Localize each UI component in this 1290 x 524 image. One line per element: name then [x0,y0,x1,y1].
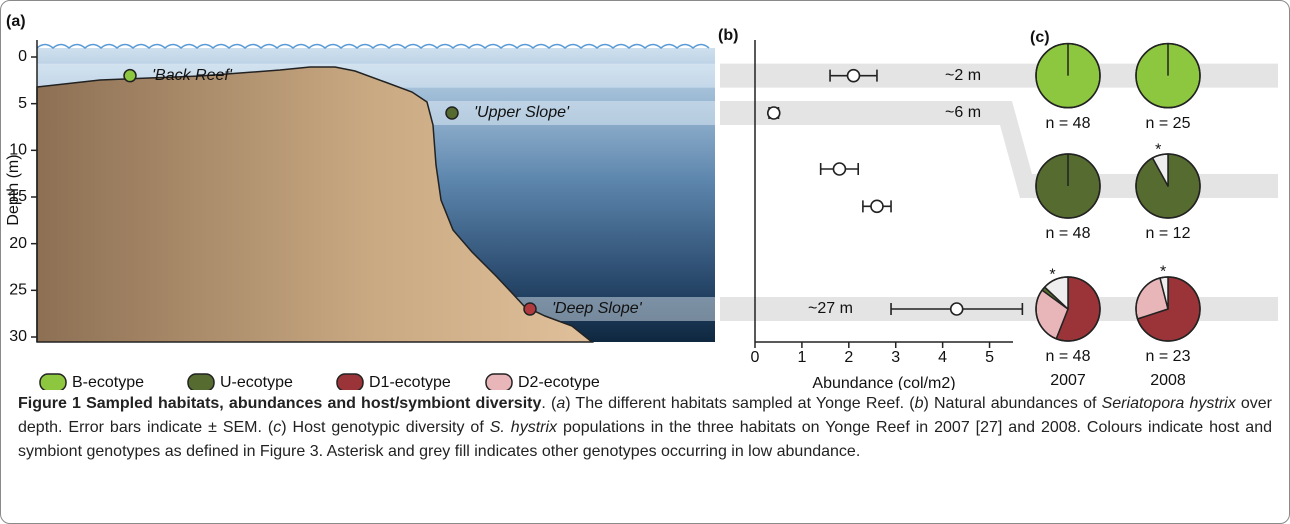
pie-n-label: n = 48 [1046,225,1091,242]
data-point [833,163,845,175]
legend-label: U-ecotype [220,374,293,390]
legend-swatch [486,374,512,390]
panel-label: (b) [718,27,738,44]
pie-n-label: n = 48 [1046,348,1091,365]
page: (a) (b) (c) Depth (m) Abundance (col/m2)… [0,0,1290,524]
data-point [871,200,883,212]
y-tick-label: 10 [9,142,27,159]
pie-n-label: n = 25 [1146,115,1191,132]
pie-n-label: n = 23 [1146,348,1191,365]
panel-label: (a) [6,13,26,30]
pie-marker: * [1049,266,1055,283]
depth-label: ~27 m [808,300,853,317]
caption-text: Figure 1 Sampled habitats, abundances an… [18,395,541,412]
caption-text: Seriatopora hystrix [1102,395,1236,412]
caption-text: b [915,395,924,412]
legend-swatch [337,374,363,390]
legend-label: B-ecotype [72,374,144,390]
habitat-marker [446,107,458,119]
x-tick-label: 1 [797,349,806,366]
legend-label: D1-ecotype [369,374,451,390]
x-tick-label: 2 [844,349,853,366]
wave-line [37,45,709,49]
y-tick-label: 30 [9,328,27,345]
caption-text: ) Natural abundances of [924,395,1102,412]
data-point [848,70,860,82]
data-point [768,107,780,119]
axis-title: Abundance (col/m2) [812,375,955,390]
caption-text: a [556,395,565,412]
caption-text: ) Host genotypic diversity of [281,419,490,436]
pie-marker: * [1155,141,1161,158]
x-tick-label: 0 [751,349,760,366]
caption: Figure 1 Sampled habitats, abundances an… [18,392,1272,464]
caption-text: S. hystrix [490,419,557,436]
habitat-label: 'Upper Slope' [474,104,570,121]
legend-label: D2-ecotype [518,374,600,390]
y-tick-label: 20 [9,235,27,252]
x-tick-label: 5 [985,349,994,366]
year-label: 2008 [1150,372,1186,389]
habitat-marker [124,70,136,82]
y-tick-label: 0 [18,48,27,65]
caption-text: ) The different habitats sampled at Yong… [565,395,914,412]
pie-n-label: n = 12 [1146,225,1191,242]
data-point [951,303,963,315]
y-tick-label: 5 [18,95,27,112]
depth-label: ~6 m [945,104,981,121]
pie-n-label: n = 48 [1046,115,1091,132]
y-tick-label: 25 [9,282,27,299]
x-tick-label: 3 [891,349,900,366]
figure: (a) (b) (c) Depth (m) Abundance (col/m2)… [0,0,1290,390]
legend-swatch [40,374,66,390]
legend-swatch [188,374,214,390]
habitat-label: 'Back Reef' [152,67,233,84]
y-tick-label: 15 [9,188,27,205]
panel-label: (c) [1030,29,1050,46]
habitat-label: 'Deep Slope' [552,300,643,317]
caption-text: . ( [541,395,556,412]
pie-marker: * [1160,264,1166,281]
habitat-marker [524,303,536,315]
depth-label: ~2 m [945,67,981,84]
x-tick-label: 4 [938,349,947,366]
year-label: 2007 [1050,372,1086,389]
